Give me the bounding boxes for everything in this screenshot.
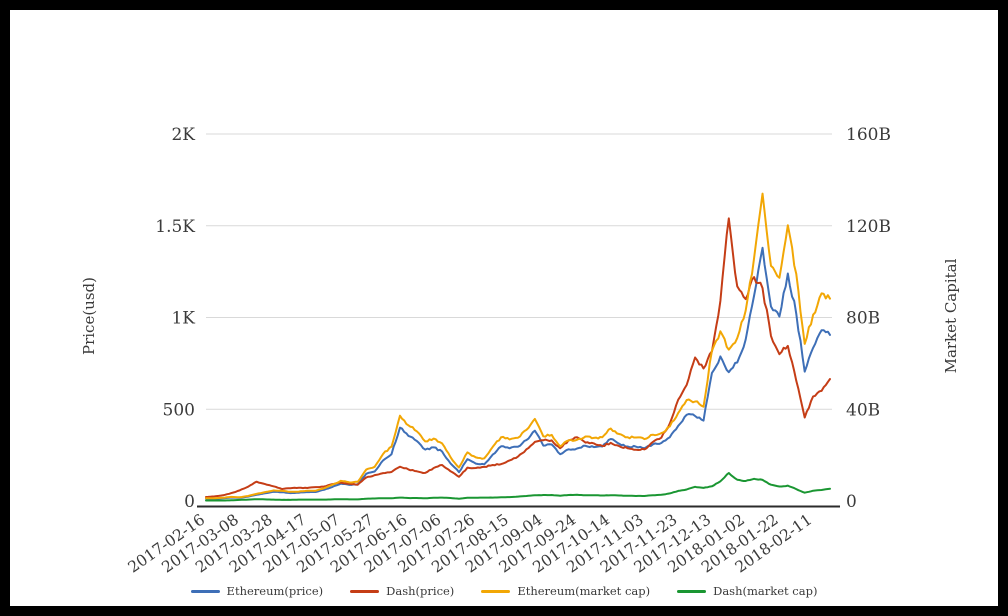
y-tick-label-left: 2K bbox=[171, 125, 195, 145]
y-tick-label-right: 80B bbox=[846, 309, 880, 329]
legend-label: Ethereum(price) bbox=[226, 584, 324, 598]
legend-item-ethereum-price[interactable]: Ethereum(price) bbox=[190, 584, 324, 598]
legend-line-marker-icon bbox=[677, 589, 707, 593]
y-tick-label-left: 500 bbox=[163, 400, 195, 420]
y-axis-title-right: Market Capital bbox=[942, 258, 960, 374]
legend-item-dash-price[interactable]: Dash(price) bbox=[350, 584, 454, 598]
series-line-dash-price bbox=[205, 217, 831, 498]
legend-line-marker-icon bbox=[350, 589, 380, 593]
legend-line-marker-icon bbox=[190, 589, 220, 593]
y-tick-label-right: 120B bbox=[846, 217, 891, 237]
y-axis-title-left: Price(usd) bbox=[80, 276, 98, 356]
legend-item-ethereum-market-cap[interactable]: Ethereum(market cap) bbox=[481, 584, 650, 598]
y-tick-label-right: 160B bbox=[846, 125, 891, 145]
y-tick-label-left: 0 bbox=[184, 492, 195, 512]
series-line-ethereum-market-cap bbox=[205, 192, 831, 500]
legend-label: Ethereum(market cap) bbox=[517, 584, 651, 598]
chart-legend: Ethereum(price) Dash(price) Ethereum(marke… bbox=[10, 584, 998, 598]
legend-label: Dash(price) bbox=[386, 584, 455, 598]
y-tick-label-right: 40B bbox=[846, 400, 880, 420]
y-tick-label-right: 0 bbox=[846, 492, 857, 512]
series-line-dash-market-cap bbox=[205, 472, 831, 502]
legend-line-marker-icon bbox=[481, 589, 511, 593]
legend-label: Dash(market cap) bbox=[713, 584, 818, 598]
y-tick-label-left: 1K bbox=[171, 309, 195, 329]
legend-item-dash-market-cap[interactable]: Dash(market cap) bbox=[677, 584, 817, 598]
series-line-ethereum-price bbox=[205, 246, 831, 500]
y-tick-label-left: 1.5K bbox=[155, 217, 195, 237]
price-marketcap-chart: 05001K1.5K2K040B80B120B160B2017-02-16201… bbox=[125, 125, 891, 577]
